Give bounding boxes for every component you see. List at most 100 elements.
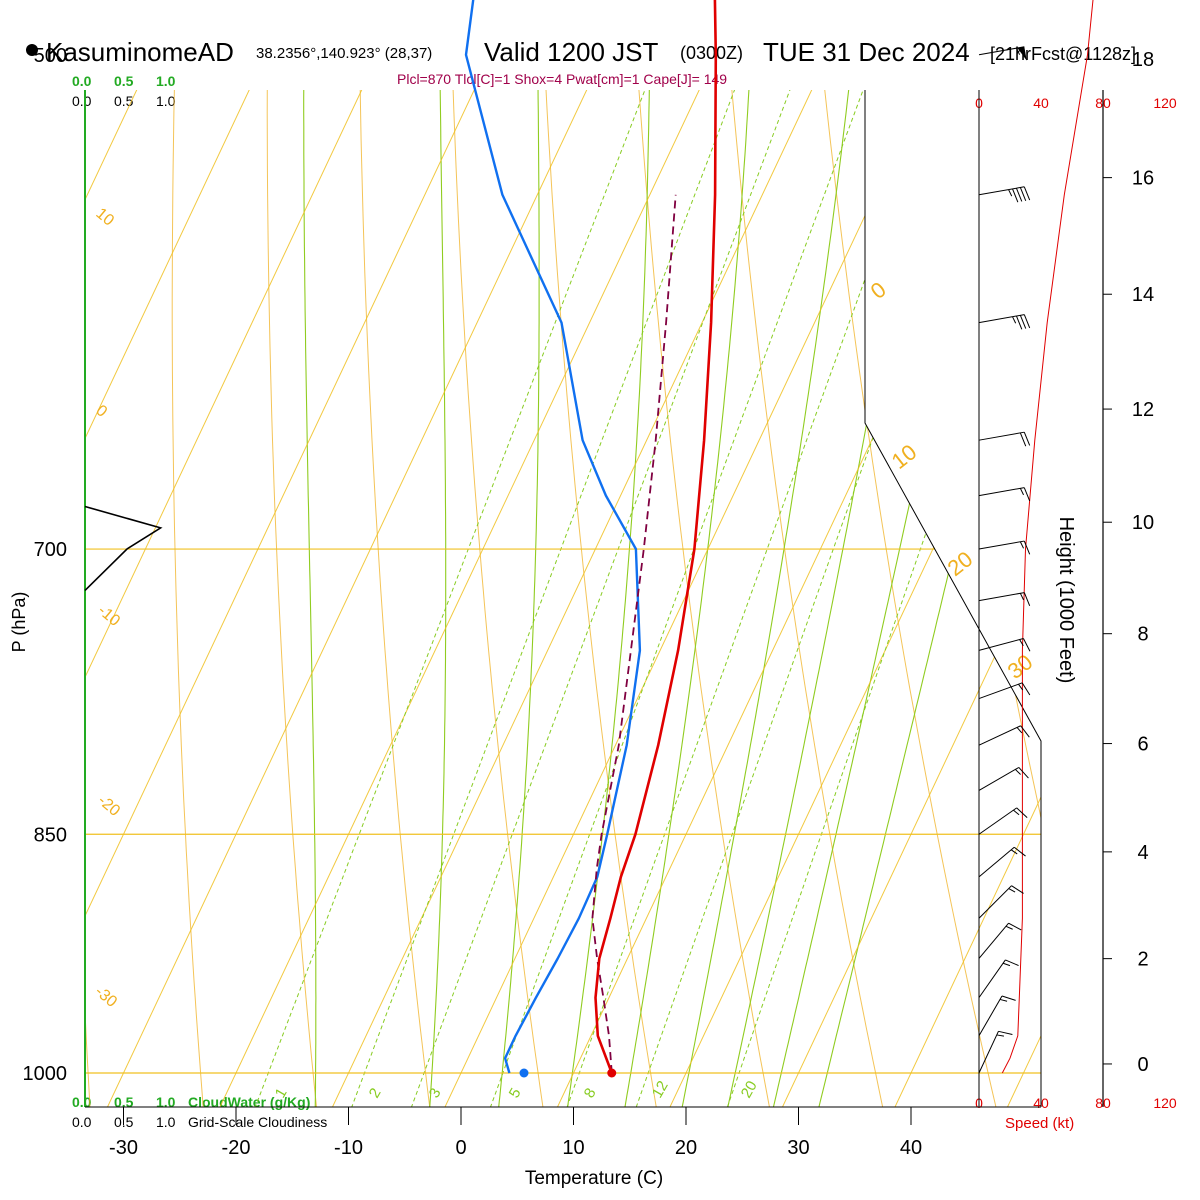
wind-barb-half (1012, 316, 1017, 324)
wind-barb-half (1019, 639, 1024, 647)
sounding-indices: Plcl=870 Tlcl[C]=1 Shox=4 Pwat[cm]=1 Cap… (397, 71, 727, 87)
sounding-profiles (84, 0, 1094, 1078)
isotherm-line (426, 90, 1041, 1107)
wind-barbs (978, 46, 1031, 1074)
cloud-black-tick: 1.0 (156, 93, 176, 109)
wind-barb-full (1022, 638, 1031, 652)
wind-barb-half (1019, 488, 1024, 496)
forecast-info: [21hrFcst@1128z] (990, 44, 1136, 64)
speed-tick: 40 (1033, 95, 1049, 111)
cloud-green-tick: 1.0 (156, 73, 176, 89)
wind-barb-staff (978, 846, 1015, 878)
wind-barb-half (1005, 925, 1013, 930)
dry-adiabat-label: 10 (92, 205, 117, 230)
temperature-tick-label: -20 (222, 1137, 251, 1159)
wind-barb-half (1002, 962, 1011, 967)
temperature-tick-label: -30 (109, 1137, 138, 1159)
wind-barb-full (1023, 540, 1031, 555)
cloud-green-tick: 0.5 (114, 73, 134, 89)
wind-barb-staff (978, 1031, 999, 1074)
pressure-tick-label: 500 (34, 45, 67, 67)
wind-barb-full (1019, 432, 1027, 447)
temperature-tick-label: 20 (675, 1137, 697, 1159)
wind-barb (978, 807, 1028, 835)
cloud-green-tick: 0.5 (114, 1094, 134, 1110)
surface-dewpoint-dot (519, 1068, 529, 1078)
wind-barb (978, 540, 1031, 555)
height-tick-label: 16 (1132, 168, 1154, 190)
wind-barb-full (1023, 186, 1031, 201)
mixing-ratio-line (214, 90, 786, 1107)
wind-barb-full (1019, 315, 1027, 329)
wind-barb-staff (978, 766, 1020, 791)
height-axis-label: Height (1000 Feet) (1055, 517, 1077, 684)
wind-barb-staff (978, 807, 1017, 835)
wind-speed-profile-line (1001, 0, 1094, 1074)
wind-barb-staff (978, 995, 1003, 1037)
wind-barb (978, 638, 1031, 652)
wind-barb (978, 1030, 1013, 1074)
speed-tick: 120 (1153, 1095, 1177, 1111)
dry-adiabat-line (358, 90, 435, 1107)
wind-barb (978, 922, 1022, 959)
moist-adiabat-line (561, 90, 659, 1107)
wind-barb-half (1008, 189, 1013, 197)
wind-barb-full (1013, 846, 1026, 857)
moist-adiabat-line (674, 90, 899, 1107)
wind-barb (978, 682, 1031, 700)
dewpoint-profile-line (464, 0, 642, 1074)
cloudwater-scale-top: 0.0 0.5 1.0 (72, 73, 176, 89)
moist-adiabat-label: 0 (866, 277, 891, 304)
moist-adiabat-line (617, 90, 766, 1107)
wind-barb-full (1005, 959, 1019, 967)
pressure-tick-label: 850 (34, 824, 67, 846)
isotherm-line (85, 90, 804, 1107)
wind-barb (978, 766, 1029, 791)
valid-time: Valid 1200 JST (484, 37, 659, 67)
isotherm-line (201, 90, 1041, 1107)
wind-barb-full (1023, 592, 1031, 607)
moist-adiabat-label: 10 (887, 439, 922, 474)
wind-barb-full (1023, 487, 1031, 502)
dry-adiabat-label: -20 (94, 792, 123, 820)
mixing-ratio-line (372, 90, 928, 1107)
wind-barb-half (1015, 47, 1021, 55)
dry-adiabat-line (85, 90, 181, 1107)
wind-barb-full (1021, 682, 1031, 696)
speed-scale-top: 0 40 80 120 (975, 95, 1177, 111)
wind-barb-half (1016, 727, 1023, 734)
moist-adiabat-line (494, 90, 556, 1107)
cloudwater-scale-bottom: 0.0 0.5 1.0 CloudWater (g/Kg) (72, 1094, 310, 1110)
wind-barb (978, 725, 1030, 746)
wind-barb-half (1019, 593, 1024, 601)
moist-adiabat-label: 30 (1003, 649, 1038, 684)
dry-adiabat-line (992, 90, 1041, 1107)
cloud-black-tick: 0.0 (72, 1114, 92, 1130)
wind-barb-full (998, 1030, 1013, 1035)
dry-adiabat-line (531, 90, 664, 1107)
cloudwater-label: CloudWater (g/Kg) (188, 1094, 310, 1110)
wind-barb-staff (978, 592, 1025, 602)
axis-ticks: 2503004005007008501000-30-20-10010203040… (23, 45, 1155, 1159)
isotherm-line (89, 90, 1041, 1107)
wind-barb (978, 959, 1019, 998)
mixing-ratio-line (451, 90, 999, 1107)
wind-barb-half (996, 1034, 1005, 1037)
pressure-tick-label: 700 (34, 539, 67, 561)
speed-scale-bottom: 0 40 80 120 (975, 1095, 1177, 1111)
wind-barb-staff (978, 487, 1025, 497)
wind-barb (978, 186, 1031, 203)
temperature-profile-line (594, 0, 718, 1074)
mixing-ratio-line (690, 90, 1041, 1107)
wind-barb-half (1008, 888, 1016, 893)
wind-barb-full (1020, 725, 1030, 738)
isotherm-line (314, 90, 1041, 1107)
height-tick-label: 14 (1132, 284, 1154, 306)
wind-barb-half (999, 998, 1008, 1002)
wind-barb-full (1008, 922, 1022, 931)
dry-adiabat-line (692, 90, 892, 1107)
cloudiness-label: Grid-Scale Cloudiness (188, 1114, 327, 1130)
isotherm-line (85, 90, 1029, 1107)
wind-barb (978, 885, 1024, 919)
cloud-black-tick: 1.0 (156, 1114, 176, 1130)
